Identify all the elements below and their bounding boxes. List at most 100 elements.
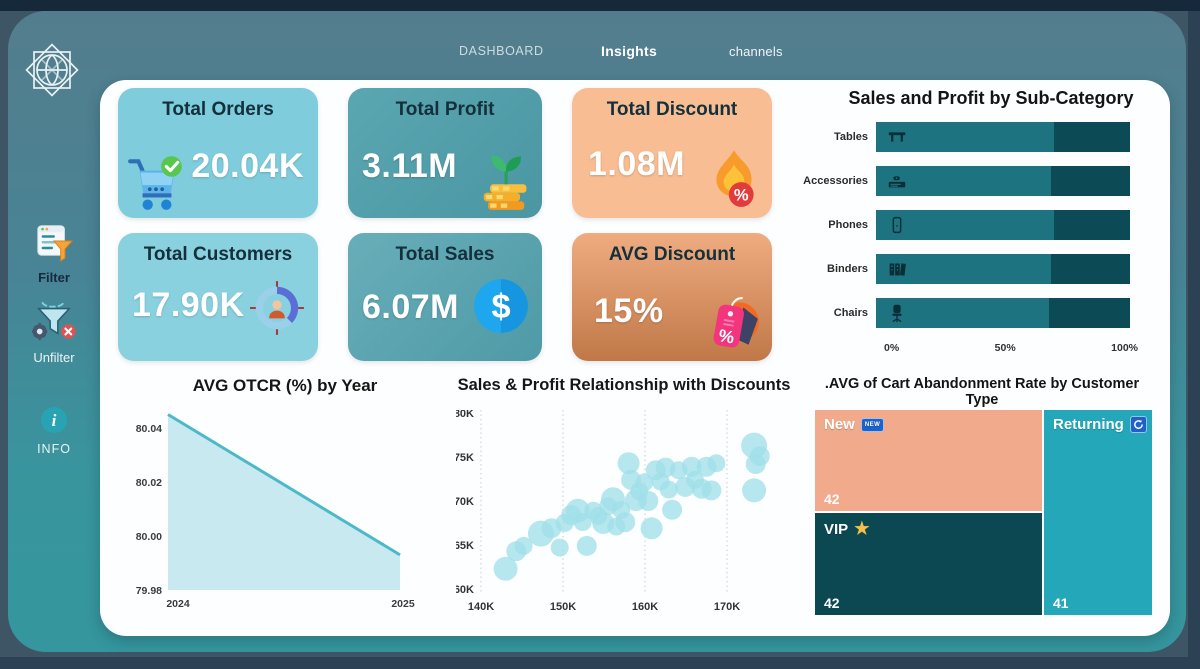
sidebar-item-unfilter[interactable]: Unfilter xyxy=(14,300,94,365)
bar-row[interactable]: Tables xyxy=(800,122,1156,152)
scatter-point[interactable] xyxy=(662,499,683,520)
kpi-title: Total Profit xyxy=(395,99,495,120)
scatter-point[interactable] xyxy=(707,454,726,473)
scatter-point[interactable] xyxy=(550,538,569,557)
x-tick: 0% xyxy=(884,342,900,354)
filter-icon xyxy=(37,225,74,262)
scatter-point[interactable] xyxy=(659,480,678,499)
scatter-plot[interactable]: 140K 150K 160K 170K 80K 75K 70K 65K 60K xyxy=(456,410,792,622)
nav-item-channels[interactable]: channels xyxy=(729,44,783,59)
chair-icon xyxy=(892,304,902,323)
area-plot[interactable]: 80.04 80.02 80.00 79.98 2024 2025 xyxy=(120,410,450,622)
treemap-tile-value: 41 xyxy=(1053,595,1069,611)
sidebar-item-info[interactable]: i INFO xyxy=(14,406,94,456)
scatter-point[interactable] xyxy=(638,491,659,511)
sidebar-item-label: INFO xyxy=(37,442,71,456)
scatter-point[interactable] xyxy=(573,513,592,532)
kpi-card-total-customers[interactable]: Total Customers 17.90K xyxy=(118,233,318,361)
kpi-title: AVG Discount xyxy=(608,244,736,265)
scatter-point[interactable] xyxy=(493,556,518,581)
treemap-tile-vip[interactable]: VIP ★ 42 xyxy=(815,513,1042,615)
bar-track xyxy=(876,122,1130,152)
sidebar-item-filter[interactable]: Filter xyxy=(14,220,94,285)
chart-title: AVG OTCR (%) by Year xyxy=(192,376,378,395)
bar-segment-profit[interactable] xyxy=(1051,166,1130,196)
kpi-value: 1.08M xyxy=(588,145,685,183)
customer-target-icon xyxy=(250,281,304,335)
kpi-value: 3.11M xyxy=(362,147,458,185)
bar-track xyxy=(876,210,1130,240)
company-logo-icon xyxy=(25,43,79,97)
bar-segment-sales[interactable] xyxy=(876,166,1052,196)
kpi-card-avg-discount[interactable]: AVG Discount 15% % xyxy=(572,233,772,361)
bar-row[interactable]: Accessories xyxy=(800,166,1156,196)
treemap-cart-abandonment-by-customer-type[interactable]: .AVG of Cart Abandonment Rate by Custome… xyxy=(812,376,1152,626)
nav-item-dashboard[interactable]: DASHBOARD xyxy=(459,44,544,58)
kpi-card-total-sales[interactable]: Total Sales 6.07M $ xyxy=(348,233,542,361)
scatter-point[interactable] xyxy=(742,478,767,503)
bar-chart-sales-profit-by-subcategory[interactable]: Sales and Profit by Sub-Category Tables A… xyxy=(800,88,1156,354)
svg-text:%: % xyxy=(717,325,736,347)
scatter-point[interactable] xyxy=(635,473,654,492)
treemap-tile-new[interactable]: New NEW 42 xyxy=(815,410,1042,511)
bar-segment-sales[interactable] xyxy=(876,298,1049,328)
table-icon xyxy=(888,132,906,142)
keyboard-icon xyxy=(888,176,906,188)
bar-segment-sales[interactable] xyxy=(876,122,1054,152)
kpi-title: Total Discount xyxy=(606,99,738,120)
price-tags-icon: % xyxy=(713,297,759,348)
bar-row[interactable]: Phones xyxy=(800,210,1156,240)
bar-row[interactable]: Binders xyxy=(800,254,1156,284)
bar-segment-profit[interactable] xyxy=(1053,122,1130,152)
bar-category-label: Tables xyxy=(833,131,868,143)
scatter-point[interactable] xyxy=(701,480,722,501)
tile-label-text: VIP xyxy=(824,520,849,538)
top-window-strip xyxy=(0,0,1200,11)
treemap-tile-returning[interactable]: Returning 41 xyxy=(1044,410,1152,615)
bar-track xyxy=(876,166,1130,196)
kpi-card-total-orders[interactable]: Total Orders 20.04K xyxy=(118,88,318,218)
scatter-point[interactable] xyxy=(640,517,663,540)
scatter-chart-sales-profit-discounts[interactable]: Sales & Profit Relationship with Discoun… xyxy=(456,376,792,626)
scatter-point[interactable] xyxy=(749,446,770,467)
bar-segment-sales[interactable] xyxy=(876,210,1054,240)
nav-item-insights[interactable]: Insights xyxy=(601,43,658,59)
scatter-point[interactable] xyxy=(615,512,636,533)
y-tick-label: 70K xyxy=(456,496,474,508)
area-line[interactable] xyxy=(167,413,401,557)
area-chart-avg-otcr-by-year[interactable]: AVG OTCR (%) by Year 80.04 80.02 80.00 79.9… xyxy=(120,376,450,626)
dollar-coin-icon: $ xyxy=(474,279,528,333)
kpi-value: 6.07M xyxy=(362,288,459,326)
y-tick-label: 75K xyxy=(456,452,474,464)
treemap-tile-label: VIP ★ xyxy=(824,519,869,539)
scatter-point[interactable] xyxy=(576,535,597,556)
scatter-point[interactable] xyxy=(617,452,640,475)
x-tick-label: 160K xyxy=(632,601,658,613)
kpi-card-total-discount[interactable]: Total Discount 1.08M % xyxy=(572,88,772,218)
x-tick-label: 2024 xyxy=(166,598,190,610)
treemap-area: New NEW 42 VIP ★ 42 R xyxy=(815,410,1152,615)
x-tick: 100% xyxy=(1111,342,1138,354)
money-plant-icon xyxy=(483,155,527,210)
area-fill[interactable] xyxy=(168,414,400,591)
x-tick-label: 150K xyxy=(550,601,576,613)
flame-percent-icon: % xyxy=(716,150,754,207)
bar-segment-profit[interactable] xyxy=(1048,298,1130,328)
bar-segment-profit[interactable] xyxy=(1053,210,1130,240)
bar-row[interactable]: Chairs xyxy=(800,298,1156,328)
x-tick-label: 2025 xyxy=(391,598,415,610)
bar-segment-profit[interactable] xyxy=(1051,254,1130,284)
y-tick-label: 80.04 xyxy=(136,423,162,435)
unfilter-icon xyxy=(32,301,76,341)
bar-segment-sales[interactable] xyxy=(876,254,1052,284)
y-tick-label: 80.02 xyxy=(136,477,162,489)
kpi-title: Total Customers xyxy=(143,244,293,265)
treemap-left-column: New NEW 42 VIP ★ 42 xyxy=(815,410,1042,615)
chart-title: Sales & Profit Relationship with Discoun… xyxy=(457,376,791,394)
kpi-title: Total Sales xyxy=(395,244,495,265)
bar-rows: Tables Accessories Phones Binders Chairs xyxy=(800,122,1156,328)
scatter-point[interactable] xyxy=(514,536,533,555)
refresh-icon xyxy=(1129,416,1147,433)
kpi-card-total-profit[interactable]: Total Profit 3.11M xyxy=(348,88,542,218)
